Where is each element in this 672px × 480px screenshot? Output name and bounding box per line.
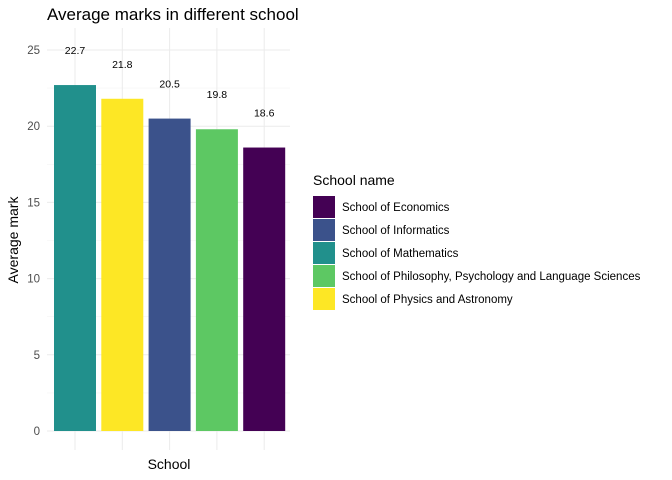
bars <box>54 85 286 432</box>
legend-swatch <box>313 219 335 241</box>
legend-label: School of Economics <box>342 202 450 214</box>
bar <box>101 98 144 431</box>
data-labels: 22.7 21.8 20.5 19.8 18.6 <box>65 45 275 119</box>
legend: School name School of Economics School of… <box>313 172 641 310</box>
y-tick-label: 0 <box>34 426 40 438</box>
y-tick-label: 10 <box>27 274 40 286</box>
x-axis-title: School <box>148 456 191 472</box>
bar <box>54 85 96 431</box>
legend-label: School of Mathematics <box>342 248 459 260</box>
chart-title: Average marks in different school <box>47 5 299 24</box>
legend-swatch <box>313 265 335 287</box>
bar <box>243 147 286 431</box>
legend-swatch <box>313 242 335 264</box>
legend-label: School of Philosophy, Psychology and Lan… <box>342 271 641 283</box>
data-label: 22.7 <box>65 45 86 57</box>
legend-swatch <box>313 196 335 218</box>
bar <box>148 118 191 431</box>
y-tick-label: 15 <box>27 197 40 209</box>
y-tick-label: 20 <box>27 121 40 133</box>
y-tick-label: 5 <box>34 350 40 362</box>
bar <box>195 129 238 432</box>
y-axis-title: Average mark <box>5 196 21 284</box>
legend-label: School of Informatics <box>342 225 450 237</box>
data-label: 21.8 <box>112 59 133 71</box>
y-axis-ticks: 0 5 10 15 20 25 <box>27 45 40 438</box>
data-label: 19.8 <box>207 89 228 101</box>
y-tick-label: 25 <box>27 45 40 57</box>
legend-swatch <box>313 288 335 310</box>
legend-label: School of Physics and Astronomy <box>342 294 513 306</box>
data-label: 20.5 <box>159 79 180 91</box>
data-label: 18.6 <box>254 108 275 120</box>
legend-title: School name <box>313 172 395 188</box>
